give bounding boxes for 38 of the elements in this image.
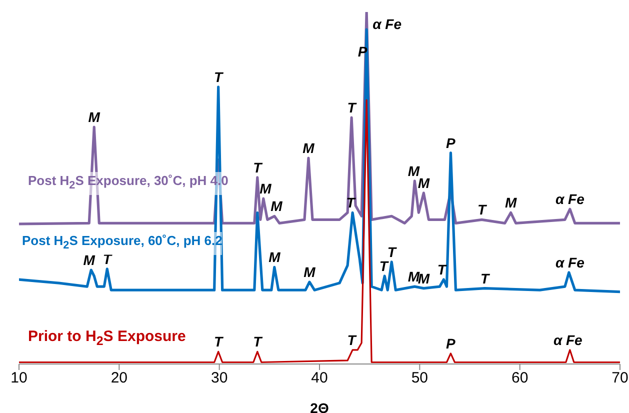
x-tick-label: 50 <box>411 370 428 387</box>
series-label: Prior to H$_{2}$S Exposure <box>28 328 186 350</box>
annotation: M <box>83 252 96 268</box>
annotation: α Fe <box>372 16 402 32</box>
annotation: P <box>446 335 456 352</box>
annotation: M <box>304 264 316 280</box>
annotation: P <box>446 134 456 151</box>
annotation: T <box>480 270 490 286</box>
x-axis-title: 2Θ <box>310 400 329 413</box>
annotation: α Fe <box>555 254 585 270</box>
annotation: T <box>102 250 113 267</box>
annotation: M <box>270 198 283 214</box>
series-label: Post H$_{2}$S Exposure, 60˚C, pH 6.2 <box>22 233 222 252</box>
x-tick-label: 10 <box>10 370 28 387</box>
annotation: T <box>214 334 224 350</box>
x-tick-label: 60 <box>511 370 528 387</box>
annotation: T <box>379 258 390 274</box>
annotation: α Fe <box>553 332 583 348</box>
x-tick-label: 30 <box>210 370 228 387</box>
annotation: M <box>88 109 100 126</box>
annotation: T <box>253 334 264 350</box>
x-tick-label: 20 <box>110 370 128 387</box>
x-tick-label: 70 <box>612 370 628 387</box>
annotation: α Fe <box>555 191 585 208</box>
annotation: M <box>408 162 420 179</box>
annotation: M <box>302 140 315 156</box>
annotation: M <box>418 174 430 191</box>
annotation: T <box>347 332 358 348</box>
annotation: T <box>437 262 448 278</box>
annotation: T <box>477 202 488 218</box>
annotation: T <box>253 159 264 176</box>
annotation: T <box>387 244 398 260</box>
annotation: T <box>214 68 224 85</box>
x-tick-label: 40 <box>311 370 328 387</box>
annotation: T <box>347 100 358 116</box>
annotation: M <box>504 194 517 211</box>
annotation: M <box>260 180 272 197</box>
annotation: M <box>268 249 281 266</box>
